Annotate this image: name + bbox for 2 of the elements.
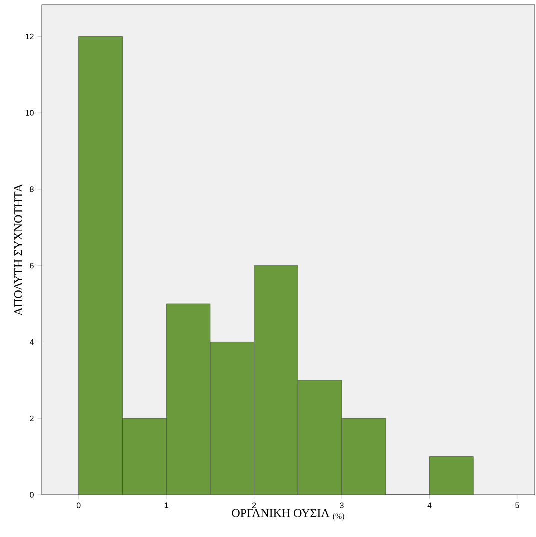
- x-axis-title: ΟΡΓΑΝΙΚΗ ΟΥΣΙΑ $_{(%)}$: [232, 509, 344, 521]
- y-axis-title: ΑΠΟΛΥΤΗ ΣΥΧΝΟΤΗΤΑ: [14, 184, 22, 316]
